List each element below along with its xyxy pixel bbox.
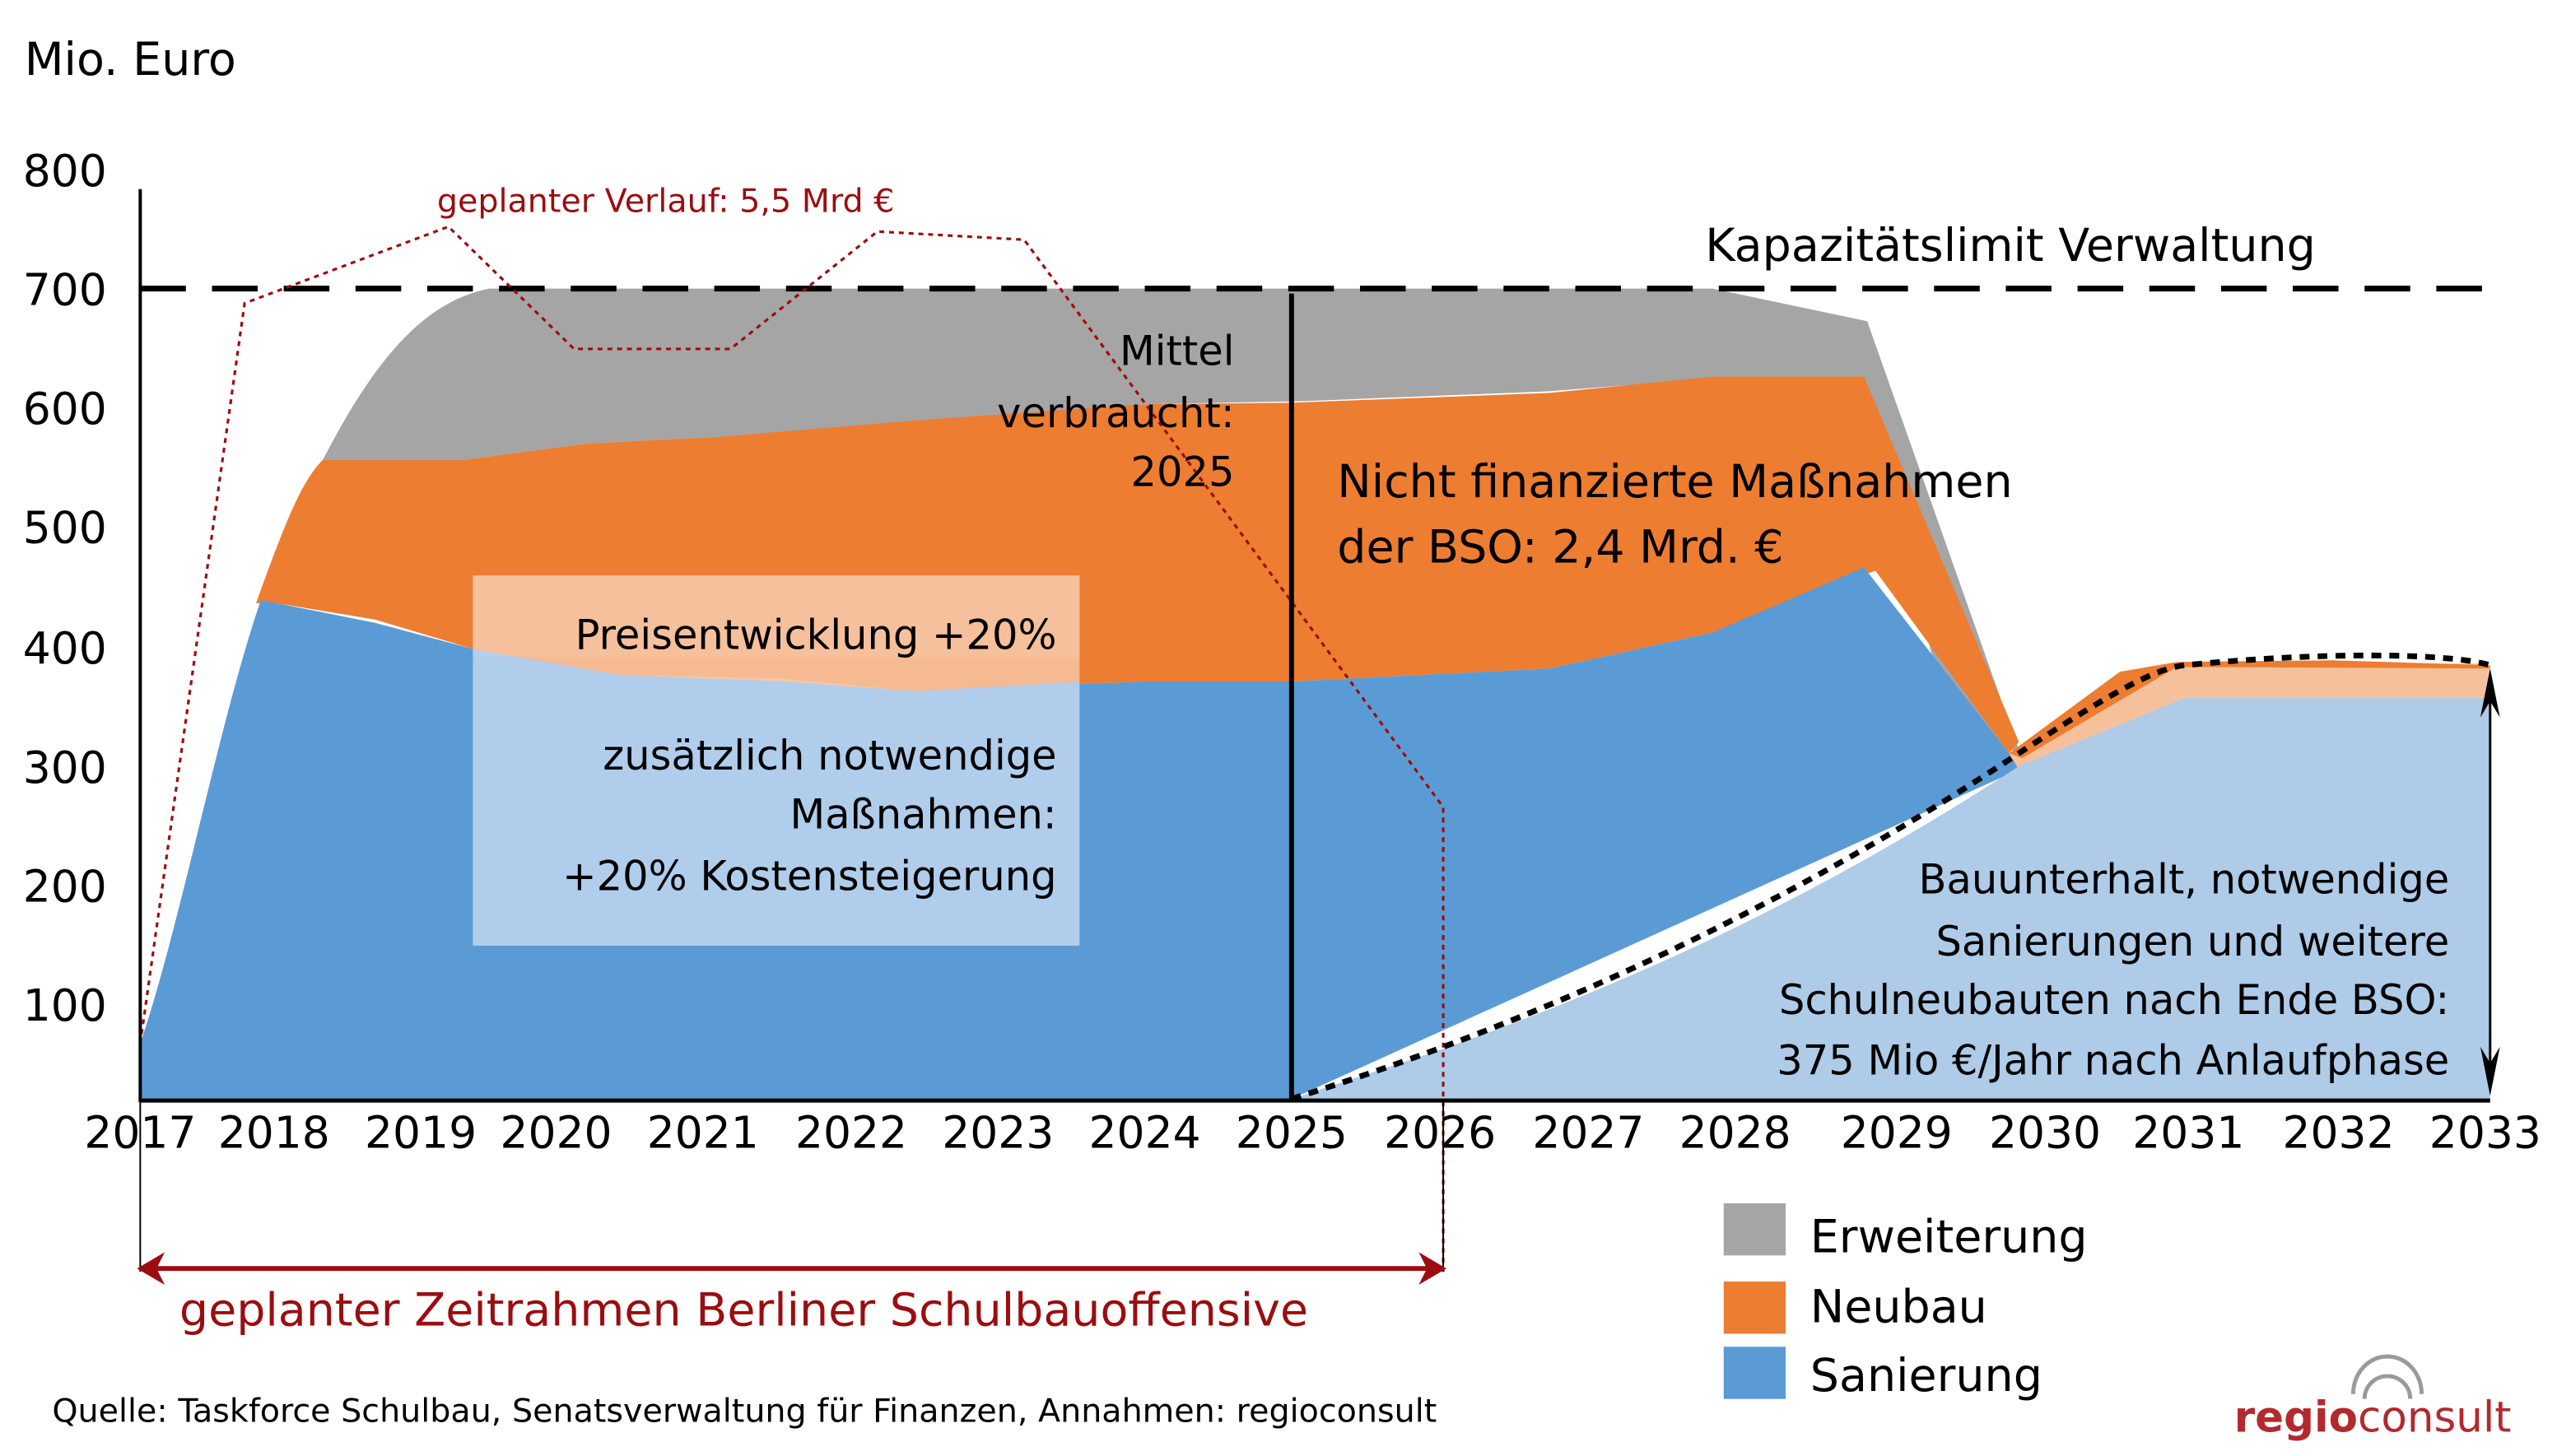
y-tick: 800 [23, 145, 107, 197]
x-tick: 2022 [795, 1107, 907, 1159]
additional-line-3: +20% Kostensteigerung [562, 853, 1057, 900]
funds-used-line-3: 2025 [1131, 448, 1235, 495]
y-tick: 300 [23, 742, 107, 793]
x-tick: 2027 [1532, 1107, 1644, 1159]
legend-swatch-sanierung [1723, 1347, 1786, 1399]
planned-path-line [138, 225, 1445, 1272]
maintenance-line-1: Bauunterhalt, notwendige [1919, 856, 2450, 904]
unfunded-line-1: Nicht finanzierte Maßnahmen [1337, 456, 2012, 509]
x-tick: 2031 [2132, 1107, 2244, 1159]
y-tick: 100 [23, 979, 107, 1031]
price-development-label: Preisentwicklung +20% [575, 611, 1057, 658]
additional-measures-label: zusätzlich notwendige Maßnahmen: +20% Ko… [562, 732, 1057, 900]
svg-text:regioconsult: regioconsult [2234, 1393, 2512, 1442]
x-tick: 2026 [1384, 1107, 1496, 1159]
timeframe-label: geplanter Zeitrahmen Berliner Schulbauof… [179, 1285, 1308, 1337]
maintenance-line-2: Sanierungen und weitere [1935, 918, 2449, 965]
preisentwicklung-box-orange [473, 575, 1080, 691]
x-tick: 2019 [365, 1107, 477, 1159]
maintenance-label: Bauunterhalt, notwendige Sanierungen und… [1777, 856, 2449, 1085]
maintenance-range-arrow [2480, 668, 2500, 1096]
maintenance-curve [1290, 652, 2491, 1102]
y-tick: 400 [23, 622, 107, 674]
capacity-limit-label: Kapazitätslimit Verwaltung [1705, 220, 2316, 272]
y-axis-ticks: 800 700 600 500 400 300 200 100 [23, 145, 107, 1031]
timeframe-bracket [137, 1102, 1447, 1285]
maintenance-line-4: 375 Mio €/Jahr nach Anlaufphase [1777, 1036, 2449, 1084]
x-tick: 2018 [218, 1107, 330, 1159]
legend-label-neubau: Neubau [1810, 1282, 1987, 1334]
legend-swatch-neubau [1723, 1282, 1786, 1334]
source-note: Quelle: Taskforce Schulbau, Senatsverwal… [52, 1392, 1437, 1430]
area-erweiterung [323, 288, 2019, 751]
y-axis-unit: Mio. Euro [25, 34, 236, 86]
legend-label-erweiterung: Erweiterung [1810, 1211, 2088, 1263]
x-axis-ticks: 2017 2018 2019 2020 2021 2022 2023 2024 … [84, 1107, 2541, 1159]
y-tick: 500 [23, 502, 107, 554]
x-tick: 2023 [942, 1107, 1054, 1159]
preisentwicklung-box-bottom [473, 649, 1080, 946]
y-tick: 600 [23, 383, 107, 435]
logo-text-bold: regio [2234, 1393, 2358, 1442]
x-tick: 2021 [647, 1107, 759, 1159]
x-tick: 2020 [500, 1107, 612, 1159]
x-tick: 2024 [1089, 1107, 1201, 1159]
y-tick: 200 [23, 860, 107, 912]
legend-swatch-erweiterung [1723, 1202, 1786, 1256]
planned-path-label: geplanter Verlauf: 5,5 Mrd € [437, 183, 895, 221]
unfunded-line-2: der BSO: 2,4 Mrd. € [1337, 521, 1783, 574]
x-tick: 2030 [1989, 1107, 2101, 1159]
funds-used-line-2: verbraucht: [997, 389, 1234, 437]
funds-used-label: Mittel verbraucht: 2025 [997, 328, 1234, 496]
x-tick: 2032 [2283, 1107, 2395, 1159]
unfunded-label: Nicht finanzierte Maßnahmen der BSO: 2,4… [1337, 456, 2012, 574]
legend: Erweiterung Neubau Sanierung [1723, 1202, 2088, 1403]
x-tick: 2029 [1841, 1107, 1953, 1159]
x-tick: 2028 [1679, 1107, 1791, 1159]
logo-arc-icon [2350, 1354, 2424, 1394]
legend-label-sanierung: Sanierung [1810, 1350, 2042, 1403]
regioconsult-logo: regioconsult [2234, 1354, 2512, 1442]
funds-used-line-1: Mittel [1120, 328, 1235, 375]
x-tick: 2025 [1236, 1107, 1348, 1159]
maintenance-line-3: Schulneubauten nach Ende BSO: [1779, 976, 2449, 1024]
additional-line-2: Maßnahmen: [789, 790, 1056, 838]
y-tick: 700 [23, 263, 107, 315]
x-tick: 2033 [2429, 1107, 2541, 1159]
additional-line-1: zusätzlich notwendige [603, 732, 1056, 779]
logo-text-light: consult [2358, 1393, 2511, 1442]
area-bauunterhalt [1291, 697, 2490, 1100]
